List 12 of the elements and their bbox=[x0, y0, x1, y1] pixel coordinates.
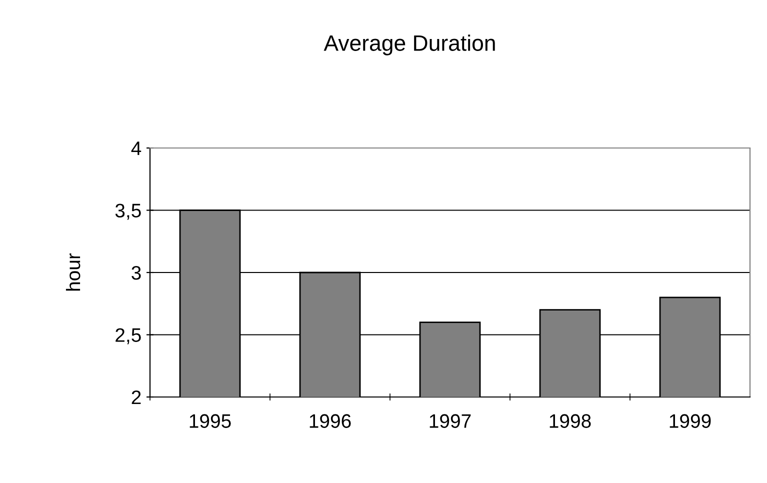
y-tick-label: 3,5 bbox=[115, 204, 141, 220]
x-tick-label: 1999 bbox=[670, 414, 711, 428]
y-tick-label: 4 bbox=[131, 142, 142, 156]
x-tick-label: 1997 bbox=[430, 414, 471, 428]
x-tick-label: 1996 bbox=[310, 414, 351, 428]
y-tick-label: 3 bbox=[132, 266, 141, 280]
x-tick-label: 1995 bbox=[190, 414, 231, 428]
chart-title: Average Duration bbox=[324, 34, 495, 56]
y-tick-label: 2,5 bbox=[116, 328, 141, 344]
x-tick-label: 1998 bbox=[550, 414, 591, 428]
y-tick-label: 2 bbox=[132, 390, 141, 404]
y-axis-title: hour bbox=[66, 253, 80, 291]
